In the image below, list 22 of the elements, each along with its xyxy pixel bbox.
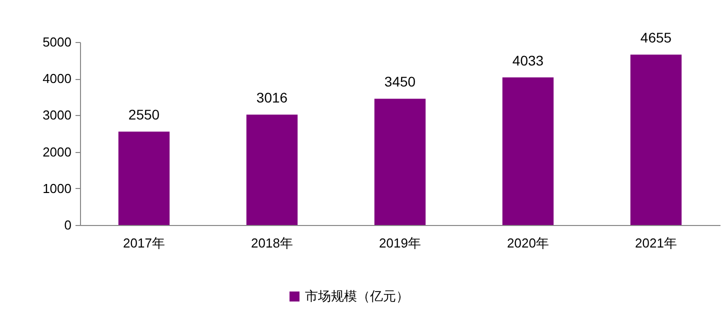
bar (630, 54, 682, 225)
y-tick-label: 1000 (42, 180, 72, 196)
bar (118, 132, 170, 225)
data-label: 4655 (640, 30, 672, 46)
bar (502, 77, 554, 225)
data-label: 3016 (256, 90, 288, 106)
x-tick-label: 2019年 (379, 236, 421, 250)
x-tick-label: 2017年 (123, 236, 165, 250)
y-tick-label: 2000 (42, 144, 72, 160)
legend-label: 市场规模（亿元） (305, 288, 409, 304)
y-tick-label: 5000 (42, 34, 72, 50)
bar (246, 114, 298, 225)
x-tick-label: 2018年 (251, 236, 293, 250)
x-tick-label: 2020年 (507, 236, 549, 250)
y-tick-label: 4000 (42, 71, 72, 86)
data-label: 4033 (512, 52, 544, 68)
x-tick-label: 2021年 (635, 236, 677, 250)
y-tick-label: 0 (64, 218, 72, 232)
data-label: 3450 (384, 74, 416, 90)
y-tick-label: 3000 (42, 108, 72, 123)
data-label: 2550 (128, 106, 160, 123)
bar (374, 98, 426, 225)
